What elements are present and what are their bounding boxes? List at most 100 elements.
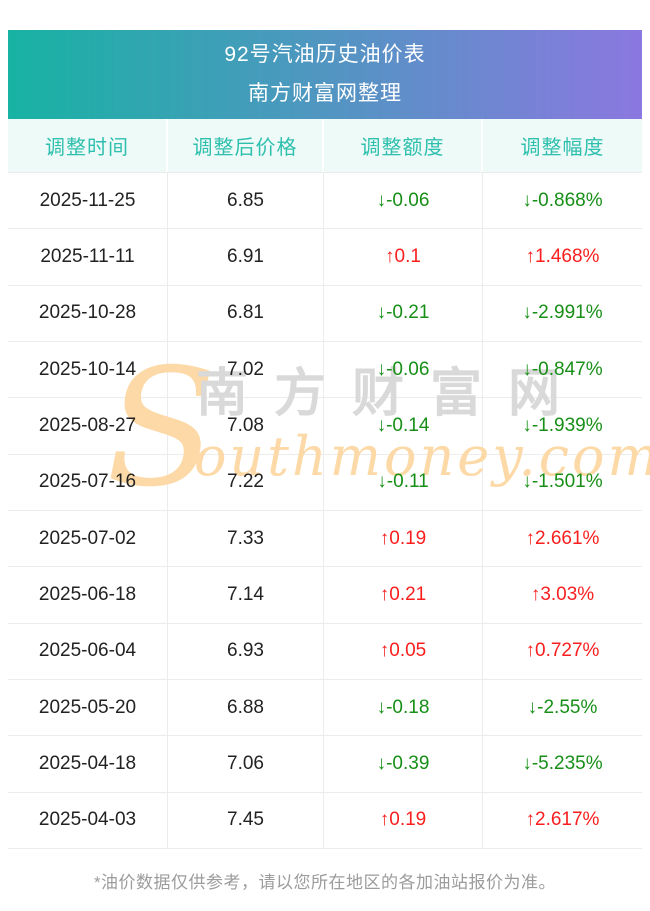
percent-cell-text: ↑2.661% — [525, 527, 600, 549]
change-cell: ↓-0.06 — [324, 173, 483, 229]
title-banner: 92号汽油历史油价表 南方财富网整理 — [8, 30, 642, 119]
change-cell: ↓-0.06 — [324, 341, 483, 398]
change-cell-text: ↑0.19 — [379, 809, 427, 831]
page-title: 92号汽油历史油价表 — [224, 43, 426, 66]
date-cell-text: 2025-04-03 — [38, 809, 137, 831]
change-cell: ↑0.21 — [324, 567, 483, 623]
percent-cell-text: ↓-2.991% — [522, 302, 603, 324]
change-cell-text: ↓-0.18 — [376, 696, 430, 718]
percent-cell-text: ↑0.727% — [525, 640, 600, 662]
date-cell: 2025-04-03 — [8, 792, 168, 848]
date-cell-text: 2025-05-20 — [38, 696, 137, 718]
change-cell: ↑0.05 — [324, 623, 483, 679]
table-row: 2025-05-20 6.88 ↓-0.18 ↓-2.55% — [8, 679, 642, 737]
date-cell: 2025-11-25 — [8, 173, 168, 229]
date-cell-text: 2025-06-04 — [38, 640, 137, 662]
footer-note: *油价数据仅供参考，请以您所在地区的各加油站报价为准。 — [93, 873, 557, 892]
table-row: 2025-06-18 7.14 ↑0.21 ↑3.03% — [8, 567, 642, 624]
price-cell-text: 6.81 — [227, 302, 264, 324]
table-row: 2025-04-03 7.45 ↑0.19 ↑2.617% — [8, 792, 642, 849]
percent-cell-text: ↓-0.868% — [522, 189, 603, 211]
price-cell-text: 7.45 — [227, 809, 264, 831]
percent-cell-text: ↓-0.847% — [522, 358, 603, 380]
percent-cell: ↓-5.235% — [483, 736, 642, 791]
percent-cell: ↑1.468% — [483, 229, 642, 284]
change-cell-text: ↓-0.21 — [376, 302, 430, 324]
table-row: 2025-06-04 6.93 ↑0.05 ↑0.727% — [8, 623, 642, 680]
change-cell-text: ↓-0.11 — [377, 471, 429, 493]
price-cell: 7.02 — [168, 341, 324, 398]
price-cell-text: 7.14 — [227, 583, 264, 605]
table-header-row: 调整时间 调整后价格 调整额度 调整幅度 — [8, 119, 642, 173]
table-body: 2025-11-25 6.85 ↓-0.06 ↓-0.868% 2025-11-11 6.… — [8, 173, 642, 849]
price-cell-text: 6.85 — [227, 189, 264, 211]
date-cell: 2025-05-20 — [8, 679, 168, 736]
percent-cell: ↑3.03% — [483, 567, 642, 622]
price-cell: 7.33 — [168, 510, 324, 567]
date-cell: 2025-06-04 — [8, 623, 168, 679]
percent-cell: ↓-2.55% — [483, 680, 642, 735]
column-header-time: 调整时间 — [8, 119, 168, 172]
price-cell: 6.88 — [168, 679, 324, 736]
percent-cell: ↓-1.939% — [483, 398, 642, 453]
table-row: 2025-07-02 7.33 ↑0.19 ↑2.661% — [8, 510, 642, 568]
page-subtitle: 南方财富网整理 — [248, 82, 402, 105]
change-cell-text: ↑0.21 — [379, 583, 427, 605]
date-cell: 2025-04-18 — [8, 736, 168, 792]
date-cell: 2025-07-16 — [8, 454, 168, 510]
date-cell: 2025-10-14 — [8, 341, 168, 398]
table-row: 2025-11-25 6.85 ↓-0.06 ↓-0.868% — [8, 173, 642, 230]
change-cell-text: ↓-0.06 — [376, 189, 430, 211]
price-cell: 7.08 — [168, 398, 324, 454]
table-row: 2025-10-14 7.02 ↓-0.06 ↓-0.847% — [8, 341, 642, 399]
price-cell-text: 7.08 — [227, 414, 264, 436]
percent-cell: ↑2.661% — [483, 511, 642, 566]
table-row: 2025-08-27 7.08 ↓-0.14 ↓-1.939% — [8, 398, 642, 455]
price-cell: 6.85 — [168, 173, 324, 229]
percent-cell: ↓-0.847% — [483, 342, 642, 397]
change-cell: ↓-0.18 — [324, 679, 483, 736]
date-cell-text: 2025-10-14 — [38, 358, 137, 380]
price-cell: 7.14 — [168, 567, 324, 623]
change-cell-text: ↓-0.06 — [376, 358, 430, 380]
price-cell: 7.45 — [168, 792, 324, 848]
price-cell: 6.81 — [168, 285, 324, 341]
price-cell-text: 7.02 — [227, 358, 264, 380]
percent-cell: ↓-2.991% — [483, 286, 642, 341]
change-cell: ↑0.19 — [324, 510, 483, 567]
date-cell-text: 2025-11-25 — [39, 189, 136, 211]
percent-cell-text: ↓-1.939% — [522, 414, 603, 436]
percent-cell-text: ↓-2.55% — [527, 696, 598, 718]
date-cell-text: 2025-06-18 — [38, 583, 137, 605]
date-cell: 2025-07-02 — [8, 510, 168, 567]
table-row: 2025-11-11 6.91 ↑0.1 ↑1.468% — [8, 229, 642, 286]
price-cell-text: 7.06 — [227, 752, 264, 774]
price-cell-text: 7.22 — [227, 471, 264, 493]
date-cell: 2025-06-18 — [8, 567, 168, 623]
change-cell: ↓-0.14 — [324, 398, 483, 454]
percent-cell-text: ↓-5.235% — [522, 752, 603, 774]
date-cell: 2025-11-11 — [8, 229, 168, 285]
percent-cell-text: ↑1.468% — [525, 245, 600, 267]
change-cell-text: ↑0.05 — [379, 640, 427, 662]
percent-cell-text: ↑3.03% — [530, 583, 595, 605]
column-header-change: 调整额度 — [324, 119, 483, 172]
column-header-price: 调整后价格 — [168, 119, 324, 172]
percent-cell: ↑0.727% — [483, 624, 642, 679]
price-cell: 7.06 — [168, 736, 324, 792]
change-cell: ↑0.19 — [324, 792, 483, 848]
price-cell: 6.91 — [168, 229, 324, 285]
price-cell-text: 6.88 — [227, 696, 264, 718]
price-cell: 7.22 — [168, 454, 324, 510]
price-cell-text: 6.93 — [227, 640, 264, 662]
date-cell-text: 2025-08-27 — [38, 414, 137, 436]
percent-cell-text: ↑2.617% — [525, 809, 600, 831]
price-cell-text: 6.91 — [227, 245, 264, 267]
change-cell-text: ↑0.19 — [379, 527, 427, 549]
date-cell-text: 2025-07-16 — [38, 471, 137, 493]
date-cell: 2025-10-28 — [8, 285, 168, 341]
change-cell: ↓-0.39 — [324, 736, 483, 792]
percent-cell: ↓-0.868% — [483, 173, 642, 228]
date-cell-text: 2025-04-18 — [38, 752, 137, 774]
